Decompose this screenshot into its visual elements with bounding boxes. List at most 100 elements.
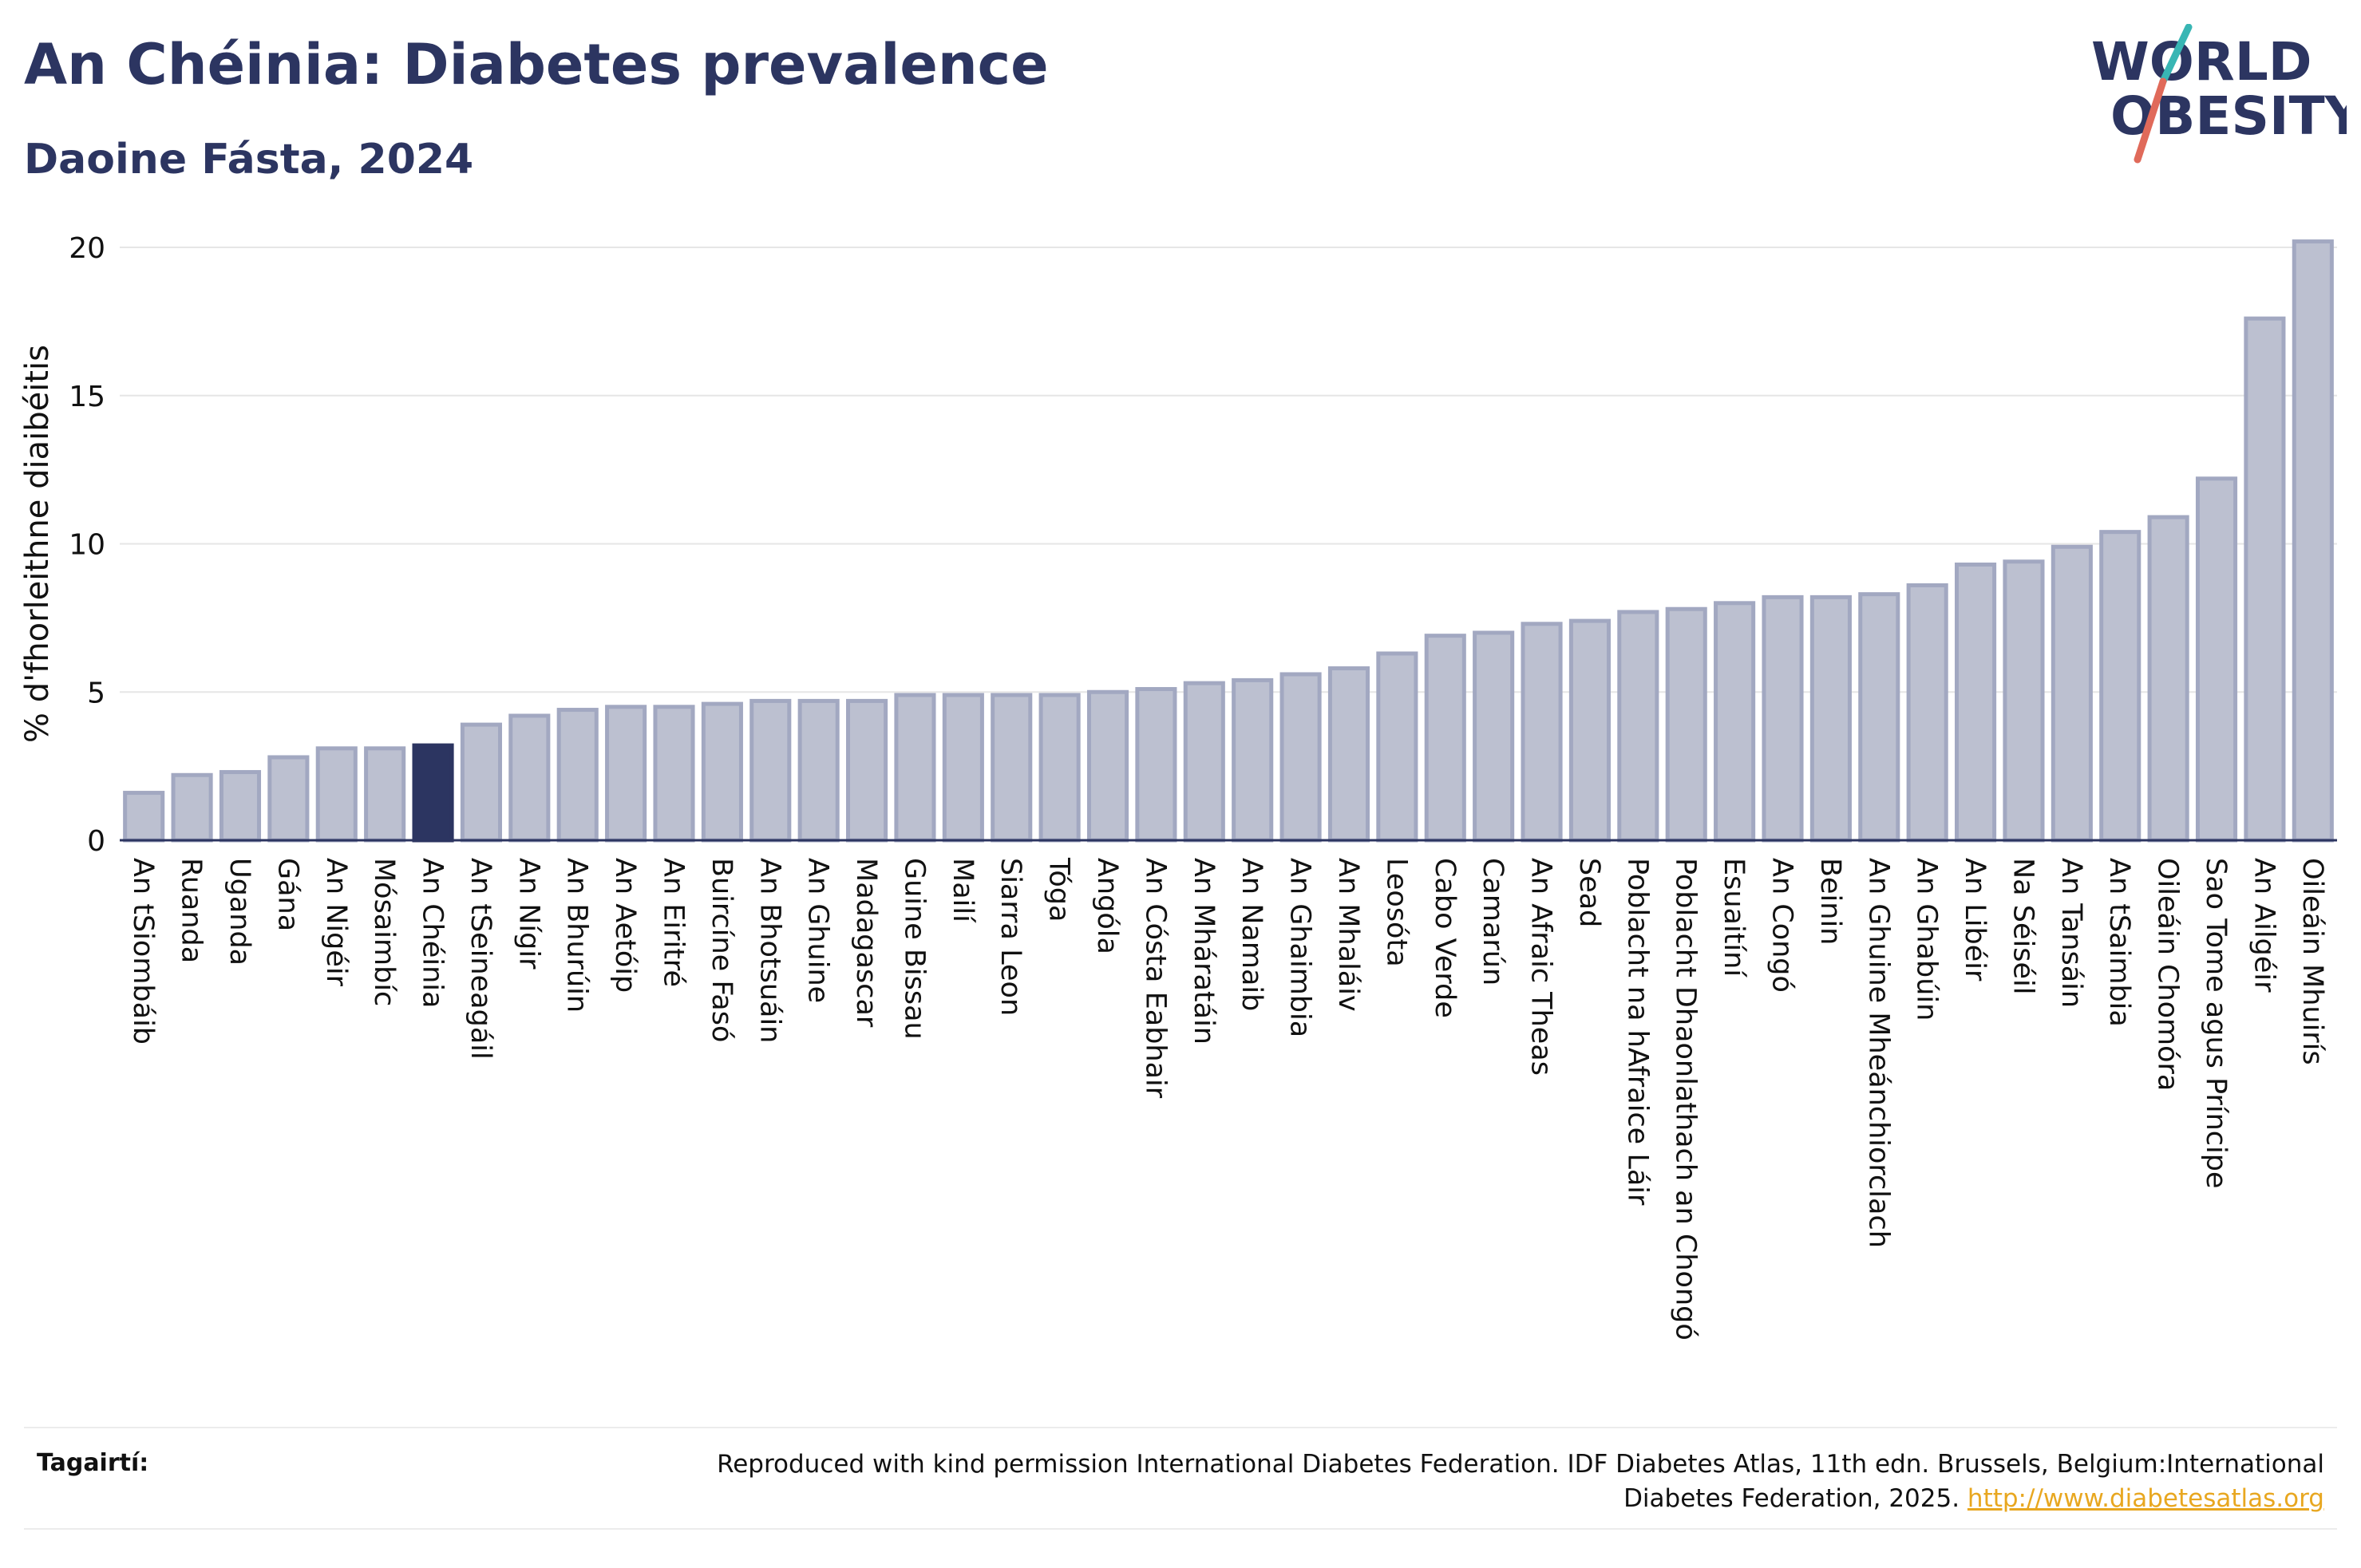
x-tick-label: Beinin	[1814, 858, 1846, 945]
chart-subtitle: Daoine Fásta, 2024	[24, 136, 474, 184]
x-tick-label: An Bhurúin	[561, 858, 593, 1013]
x-tick-label: An tSaimbia	[2103, 858, 2135, 1027]
bar	[1038, 693, 1081, 843]
x-tick-label: An Congó	[1766, 858, 1798, 993]
bar	[2244, 316, 2286, 843]
references-label: Tagairtí:	[37, 1449, 149, 1477]
bar	[1858, 592, 1900, 843]
logo-slash-red	[2134, 77, 2167, 164]
x-tick-label: Tóga	[1043, 857, 1075, 922]
x-tick-label: An Aetóip	[609, 858, 641, 993]
bar	[315, 746, 358, 843]
bar	[797, 698, 840, 843]
bar	[123, 791, 165, 843]
bar	[1232, 677, 1274, 843]
logo-line1: WORLD	[2091, 31, 2312, 93]
bar	[2099, 530, 2142, 843]
bar	[1665, 606, 1707, 843]
bar	[2051, 544, 2093, 843]
x-tick-label: Poblacht na hAfraice Láir	[1621, 858, 1653, 1206]
bar	[1279, 672, 1322, 843]
bar	[991, 693, 1033, 843]
bar	[894, 693, 936, 843]
x-tick-label: Leosóta	[1380, 858, 1412, 967]
bar	[1376, 651, 1418, 843]
x-tick-label: Sead	[1573, 858, 1605, 927]
bar	[1183, 681, 1225, 843]
bar	[846, 698, 888, 843]
x-tick-label: Buircíne Fasó	[706, 858, 738, 1042]
bar	[701, 701, 743, 843]
y-axis-title: % d'fhorleithne diaibéitis	[19, 345, 56, 743]
bar	[267, 755, 310, 843]
x-tick-label: Camarún	[1477, 858, 1509, 985]
x-tick-label: Poblacht Dhaonlathach an Chongó	[1670, 858, 1702, 1341]
bar	[1135, 687, 1177, 843]
x-tick-label: An Ghaimbia	[1284, 858, 1316, 1037]
bar	[508, 713, 551, 843]
x-tick-label: Oileáin Mhuirís	[2296, 858, 2328, 1065]
x-tick-label: An Tansáin	[2055, 858, 2087, 1008]
x-tick-label: Mailí	[947, 858, 979, 923]
x-tick-label: Oileáin Chomóra	[2152, 858, 2184, 1091]
x-tick-label: Gána	[271, 858, 303, 931]
bar	[1762, 594, 1804, 843]
x-tick-label: An Afraic Theas	[1525, 858, 1557, 1076]
x-tick-label: An Chéinia	[417, 858, 449, 1008]
bar	[1617, 610, 1659, 843]
y-tick-label: 0	[87, 825, 105, 858]
x-tick-label: An Nigéir	[320, 858, 352, 987]
bar	[749, 698, 792, 843]
x-tick-label: An Cósta Eabhair	[1139, 858, 1171, 1099]
bar	[219, 770, 262, 843]
chart-title: An Chéinia: Diabetes prevalence	[24, 32, 1049, 97]
x-tick-label: An Ailgéir	[2248, 858, 2280, 993]
x-tick-label: An Mhaláiv	[1332, 858, 1364, 1012]
bar	[1327, 666, 1370, 843]
x-tick-label: Esuaitíní	[1718, 858, 1750, 978]
x-tick-label: An Ghuine Mheánchiorclach	[1862, 858, 1894, 1248]
bar	[2292, 239, 2334, 843]
bar	[460, 722, 502, 843]
y-tick-label: 15	[69, 381, 105, 413]
references-link[interactable]: http://www.diabetesatlas.org	[1967, 1484, 2324, 1513]
bar	[1906, 583, 1948, 843]
bar	[2147, 515, 2189, 843]
y-tick-label: 10	[69, 529, 105, 562]
x-tick-label: An Bhotsuáin	[753, 858, 785, 1043]
y-tick-label: 20	[69, 232, 105, 265]
bar-chart: 0 5 10 15 20 % d'fhorleithne diaibéitis An tSi…	[19, 232, 2337, 1341]
x-tick-label: An Ghuine	[802, 858, 834, 1003]
x-tick-label: Na Séiséil	[2007, 858, 2039, 994]
x-tick-label: Sao Tome agus Príncipe	[2200, 858, 2232, 1189]
bar	[1473, 630, 1515, 843]
bar	[653, 705, 695, 843]
bar	[171, 772, 213, 843]
x-tick-label: Uganda	[223, 858, 255, 966]
bar	[1086, 689, 1129, 843]
bar	[1568, 618, 1611, 843]
x-tick-label: An Namaib	[1236, 858, 1268, 1011]
x-tick-label: Madagascar	[850, 858, 882, 1028]
bar	[1521, 622, 1563, 843]
logo-slash-teal	[2159, 24, 2193, 85]
world-obesity-logo: WORLD OBESITY	[2091, 24, 2347, 164]
x-tick-label: An Mháratáin	[1188, 858, 1220, 1045]
bar	[1955, 563, 1997, 843]
bar	[556, 708, 599, 843]
x-tick-label: Cabo Verde	[1429, 858, 1461, 1018]
x-tick-label: An Libéir	[1959, 858, 1991, 981]
references-text: Reproduced with kind permission Internat…	[688, 1448, 2324, 1516]
x-tick-label: Angóla	[1091, 858, 1123, 954]
references-footer: Tagairtí: Reproduced with kind permissio…	[24, 1427, 2337, 1530]
x-tick-label: An Ghabúin	[1911, 858, 1943, 1021]
references-citation: Reproduced with kind permission Internat…	[717, 1450, 2324, 1513]
x-tick-label: An Eiritré	[658, 858, 690, 987]
bar	[942, 693, 984, 843]
bar	[1809, 594, 1852, 843]
bar	[2003, 559, 2045, 843]
bar	[364, 746, 406, 843]
x-tick-label: An tSiombáib	[127, 858, 159, 1045]
bar	[2195, 476, 2238, 843]
x-tick-label: Siarra Leon	[995, 858, 1026, 1016]
